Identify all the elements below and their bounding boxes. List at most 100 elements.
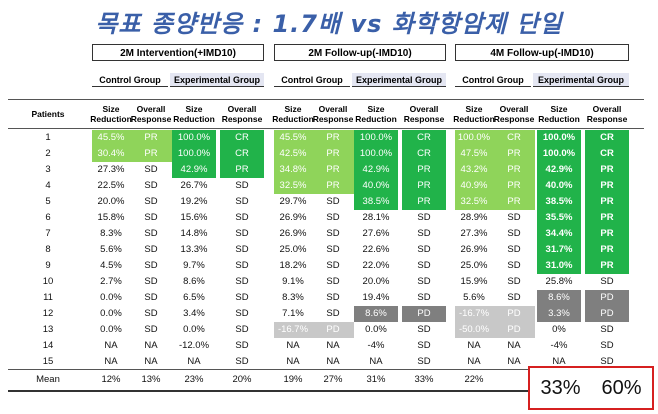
mean-label: Mean: [36, 374, 60, 385]
size-reduction-cell: 40.0%: [537, 178, 581, 194]
overall-response-cell: SD: [507, 228, 521, 239]
header-size-reduction: Size Reduction: [355, 104, 397, 124]
size-reduction-cell: NA: [286, 340, 300, 351]
overall-response-cell: PD: [402, 306, 446, 322]
overall-response-cell: SD: [235, 356, 249, 367]
size-reduction-cell: 35.5%: [537, 210, 581, 226]
overall-response-cell: PR: [130, 130, 172, 146]
overall-response-cell: SD: [507, 276, 521, 287]
size-reduction-cell: 15.9%: [460, 276, 488, 287]
overall-response-cell: SD: [144, 244, 158, 255]
size-reduction-cell: 32.5%: [274, 178, 312, 194]
overall-response-cell: PR: [220, 162, 264, 178]
size-reduction-cell: -16.7%: [274, 322, 312, 338]
header-size-reduction: Size Reduction: [453, 104, 495, 124]
size-reduction-cell: 20.0%: [97, 196, 125, 207]
overall-response-cell: SD: [326, 260, 340, 271]
overall-response-cell: PD: [585, 306, 629, 322]
mean-cell: 23%: [184, 374, 204, 385]
size-reduction-cell: NA: [467, 356, 481, 367]
highlight-value-control: 33%: [540, 376, 581, 399]
header-overall-response: Overall Response: [130, 104, 172, 124]
highlight-box: 33% 60%: [528, 366, 654, 410]
size-reduction-cell: NA: [187, 356, 201, 367]
group-experimental-3: Experimental Group: [533, 73, 629, 87]
overall-response-cell: SD: [235, 260, 249, 271]
overall-response-cell: SD: [326, 292, 340, 303]
group-control-2: Control Group: [274, 73, 350, 87]
overall-response-cell: NA: [507, 356, 521, 367]
overall-response-cell: PR: [493, 178, 535, 194]
patient-number: 2: [45, 148, 51, 159]
overall-response-cell: SD: [600, 340, 614, 351]
size-reduction-cell: 26.9%: [279, 228, 307, 239]
highlight-value-experimental: 60%: [601, 376, 642, 399]
overall-response-cell: SD: [326, 212, 340, 223]
overall-response-cell: SD: [144, 260, 158, 271]
page-title: 목표 종양반응 : 1.7배 vs 화학항암제 단일: [95, 10, 563, 38]
size-reduction-cell: 32.5%: [455, 194, 493, 210]
overall-response-cell: SD: [326, 308, 340, 319]
overall-response-cell: SD: [507, 244, 521, 255]
size-reduction-cell: 19.2%: [180, 196, 208, 207]
overall-response-cell: PR: [585, 242, 629, 258]
overall-response-cell: SD: [144, 164, 158, 175]
table-row: 6 15.8% SD 15.6% SD 26.9% SD 28.1% SD 28.9% SD 35.5…: [0, 210, 658, 226]
mean-row: Mean 12% 13% 23% 20% 19% 27% 31% 33% 22%: [0, 372, 658, 388]
overall-response-cell: SD: [235, 228, 249, 239]
size-reduction-cell: 100.0%: [354, 130, 398, 146]
patient-number: 6: [45, 212, 51, 223]
overall-response-cell: SD: [144, 180, 158, 191]
size-reduction-cell: -4%: [550, 340, 568, 351]
table-row: 9 4.5% SD 9.7% SD 18.2% SD 22.0% SD 25.0% SD 31.0% P…: [0, 258, 658, 274]
overall-response-cell: CR: [220, 146, 264, 162]
size-reduction-cell: 3.4%: [183, 308, 205, 319]
patient-number: 8: [45, 244, 51, 255]
group-experimental-2: Experimental Group: [352, 73, 446, 87]
size-reduction-cell: 18.2%: [279, 260, 307, 271]
patient-number: 10: [42, 276, 54, 287]
size-reduction-cell: 31.7%: [537, 242, 581, 258]
section-4m-followup: 4M Follow-up(-IMD10): [455, 44, 629, 61]
overall-response-cell: SD: [507, 260, 521, 271]
size-reduction-cell: 22.0%: [362, 260, 390, 271]
size-reduction-cell: 100.0%: [354, 146, 398, 162]
patient-number: 3: [45, 164, 51, 175]
size-reduction-cell: 40.9%: [455, 178, 493, 194]
header-overall-response: Overall Response: [493, 104, 535, 124]
size-reduction-cell: 4.5%: [100, 260, 122, 271]
overall-response-cell: PR: [585, 258, 629, 274]
size-reduction-cell: 27.6%: [362, 228, 390, 239]
size-reduction-cell: 8.6%: [183, 276, 205, 287]
size-reduction-cell: 19.4%: [362, 292, 390, 303]
overall-response-cell: CR: [402, 130, 446, 146]
overall-response-cell: SD: [417, 212, 431, 223]
header-overall-response: Overall Response: [221, 104, 263, 124]
overall-response-cell: SD: [144, 196, 158, 207]
overall-response-cell: PR: [402, 162, 446, 178]
header-overall-response: Overall Response: [312, 104, 354, 124]
mean-cell: 19%: [283, 374, 303, 385]
table-row: 7 8.3% SD 14.8% SD 26.9% SD 27.6% SD 27.3% SD 34.4%…: [0, 226, 658, 242]
header-size-reduction: Size Reduction: [90, 104, 132, 124]
size-reduction-cell: 100.0%: [172, 146, 216, 162]
size-reduction-cell: 100.0%: [172, 130, 216, 146]
mean-cell: 27%: [323, 374, 343, 385]
size-reduction-cell: NA: [286, 356, 300, 367]
size-reduction-cell: -50.0%: [455, 322, 493, 338]
overall-response-cell: SD: [326, 276, 340, 287]
table-row: 13 0.0% SD 0.0% SD -16.7% PD 0.0% SD -50.0% PD 0% SD: [0, 322, 658, 338]
mean-cell: 31%: [366, 374, 386, 385]
overall-response-cell: PR: [312, 178, 354, 194]
size-reduction-cell: 45.5%: [274, 130, 312, 146]
mean-top-line: [8, 369, 528, 370]
header-size-reduction: Size Reduction: [173, 104, 215, 124]
overall-response-cell: NA: [507, 340, 521, 351]
table-row: 15 NA NA NA SD NA NA NA SD NA NA NA SD: [0, 354, 658, 370]
patient-number: 14: [42, 340, 54, 351]
overall-response-cell: SD: [417, 228, 431, 239]
overall-response-cell: PR: [312, 162, 354, 178]
patient-number: 1: [45, 132, 51, 143]
size-reduction-cell: 7.1%: [282, 308, 304, 319]
overall-response-cell: SD: [417, 324, 431, 335]
